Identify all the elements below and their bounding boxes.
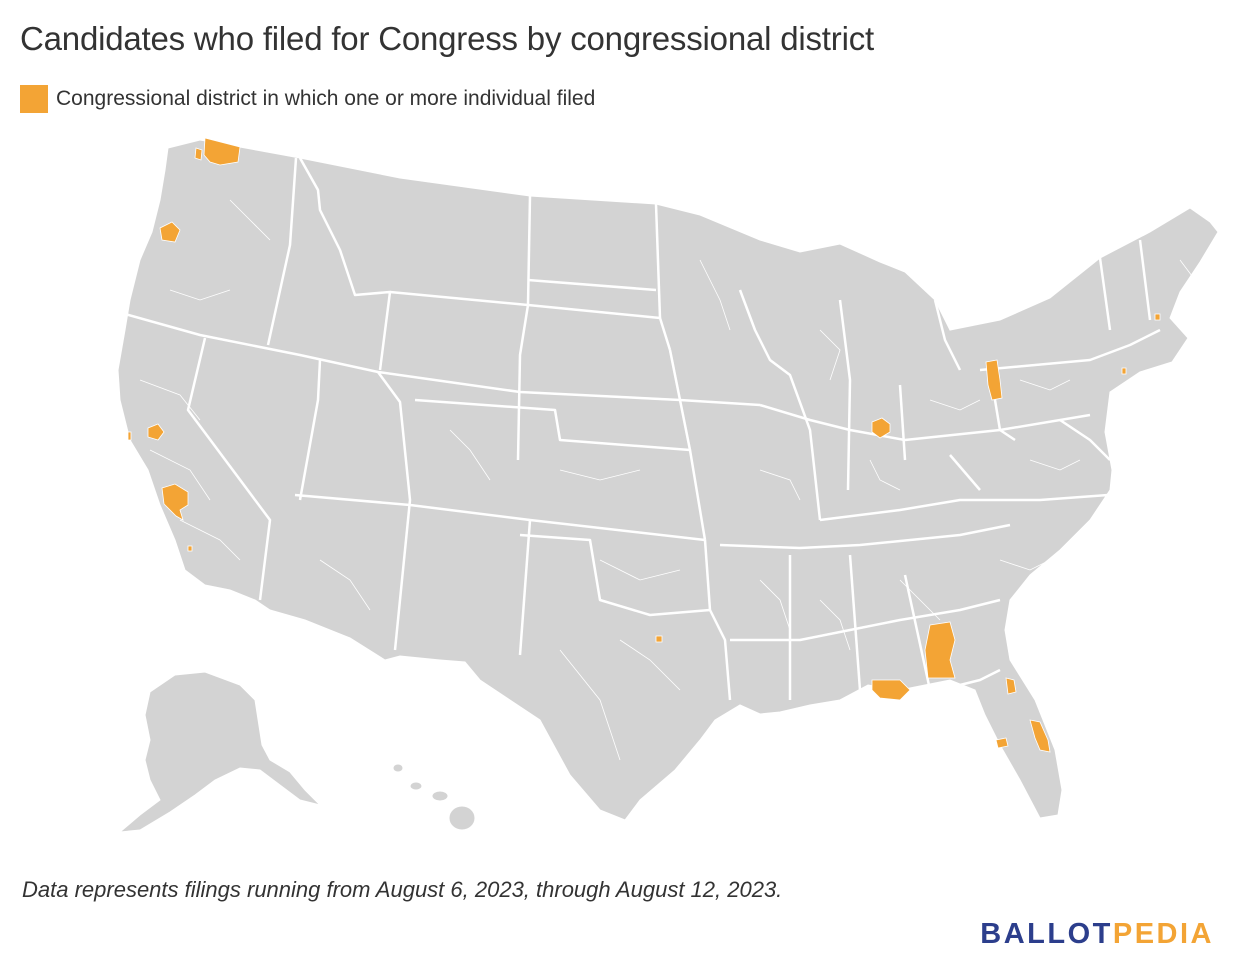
district-wa-small <box>194 147 203 161</box>
legend: Congressional district in which one or m… <box>20 84 595 114</box>
hawaii-kauai <box>392 763 404 773</box>
district-ca-central <box>161 483 189 521</box>
district-wa <box>203 137 241 166</box>
district-ca-north <box>147 423 165 441</box>
district-or <box>159 221 181 243</box>
district-borders <box>139 199 1196 761</box>
district-in <box>871 417 891 439</box>
highlighted-districts <box>127 137 1161 753</box>
district-fl-ne <box>1005 677 1017 695</box>
logo-part-pedia: PEDIA <box>1112 918 1214 950</box>
legend-label: Congressional district in which one or m… <box>56 87 596 110</box>
district-oh <box>985 359 1003 401</box>
district-ma <box>1154 313 1161 321</box>
alaska <box>118 671 322 833</box>
district-ca-bay <box>127 431 132 441</box>
state-borders <box>117 157 1161 701</box>
hawaii-big-island <box>448 805 476 831</box>
district-fl-panhandle <box>871 679 911 701</box>
logo-part-ballot: BALLOT <box>980 918 1113 950</box>
contiguous-us <box>117 139 1219 821</box>
district-nj <box>1121 367 1127 375</box>
hawaii-oahu <box>409 781 423 791</box>
district-fl-east <box>1029 719 1051 753</box>
district-fl-central <box>995 737 1009 749</box>
district-ga <box>924 621 956 679</box>
footnote: Data represents filings running from Aug… <box>22 877 783 902</box>
chart-title: Candidates who filed for Congress by con… <box>20 20 874 57</box>
legend-swatch <box>20 85 48 113</box>
us-congressional-district-map <box>117 137 1219 833</box>
district-tx <box>655 635 663 643</box>
hawaii-maui <box>431 790 449 802</box>
ballotpedia-logo: BALLOTPEDIA <box>980 918 1214 951</box>
district-ca-south <box>187 545 193 552</box>
land <box>117 139 1219 833</box>
